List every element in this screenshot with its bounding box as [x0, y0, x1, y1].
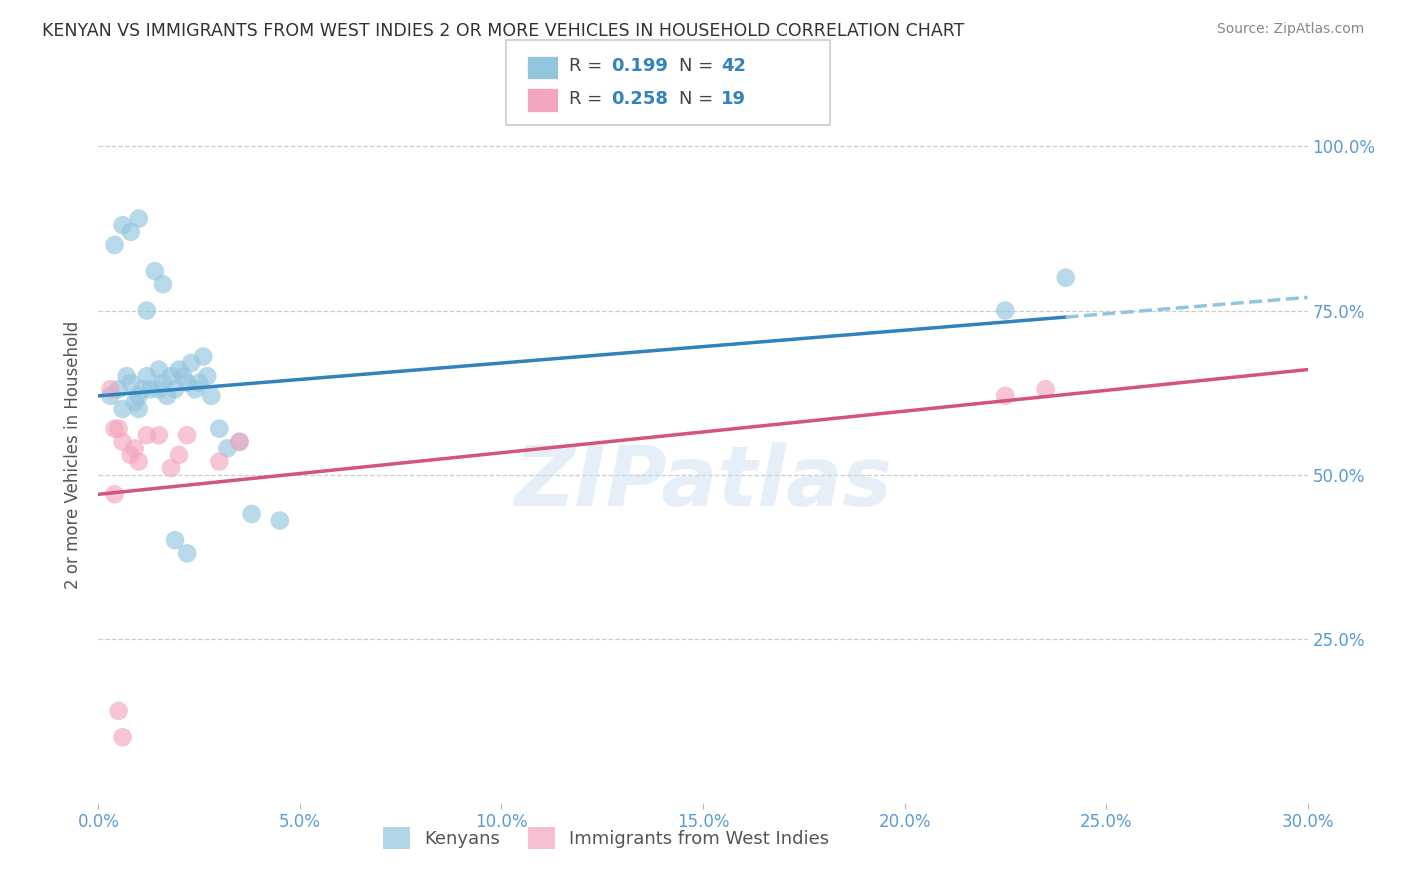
Text: N =: N = [679, 57, 718, 75]
Point [103, 238, 125, 252]
Text: R =: R = [569, 90, 609, 108]
Point [124, 395, 146, 409]
Point [180, 356, 202, 370]
Point [228, 434, 250, 449]
Point [1054, 270, 1077, 285]
Text: R =: R = [569, 57, 609, 75]
Point [176, 376, 198, 390]
Point [156, 389, 179, 403]
Point [200, 389, 222, 403]
Point [100, 389, 122, 403]
Point [100, 382, 122, 396]
Point [139, 382, 162, 396]
Text: 0.199: 0.199 [612, 57, 668, 75]
Point [208, 454, 231, 468]
Point [120, 448, 142, 462]
Point [152, 277, 174, 292]
Text: Source: ZipAtlas.com: Source: ZipAtlas.com [1216, 22, 1364, 37]
Text: 0.258: 0.258 [612, 90, 669, 108]
Legend: Kenyans, Immigrants from West Indies: Kenyans, Immigrants from West Indies [375, 820, 837, 856]
Point [115, 369, 138, 384]
Point [152, 376, 174, 390]
Point [135, 428, 157, 442]
Point [132, 382, 155, 396]
Point [148, 382, 170, 396]
Point [269, 514, 291, 528]
Point [111, 401, 134, 416]
Point [994, 389, 1017, 403]
Text: ZIPatlas: ZIPatlas [515, 442, 891, 524]
Point [217, 442, 239, 456]
Point [135, 303, 157, 318]
Point [124, 442, 146, 456]
Point [240, 507, 263, 521]
Y-axis label: 2 or more Vehicles in Household: 2 or more Vehicles in Household [65, 321, 83, 589]
Point [107, 422, 129, 436]
Point [167, 448, 190, 462]
Text: 42: 42 [721, 57, 747, 75]
Point [188, 376, 211, 390]
Point [148, 428, 170, 442]
Point [172, 369, 194, 384]
Point [111, 730, 134, 744]
Point [120, 376, 142, 390]
Point [128, 401, 150, 416]
Point [208, 422, 231, 436]
Point [143, 264, 166, 278]
Point [163, 382, 186, 396]
Point [167, 362, 190, 376]
Point [111, 434, 134, 449]
Point [103, 487, 125, 501]
Point [160, 461, 183, 475]
Point [160, 369, 183, 384]
Point [1035, 382, 1057, 396]
Point [193, 350, 215, 364]
Point [128, 454, 150, 468]
Point [111, 218, 134, 232]
Point [184, 382, 207, 396]
Point [994, 303, 1017, 318]
Point [228, 434, 250, 449]
Point [107, 382, 129, 396]
Point [128, 211, 150, 226]
Point [135, 369, 157, 384]
Point [195, 369, 218, 384]
Text: N =: N = [679, 90, 718, 108]
Point [148, 362, 170, 376]
Point [107, 704, 129, 718]
Point [176, 546, 198, 560]
Point [128, 389, 150, 403]
Point [120, 225, 142, 239]
Point [163, 533, 186, 548]
Point [103, 422, 125, 436]
Text: KENYAN VS IMMIGRANTS FROM WEST INDIES 2 OR MORE VEHICLES IN HOUSEHOLD CORRELATIO: KENYAN VS IMMIGRANTS FROM WEST INDIES 2 … [42, 22, 965, 40]
Text: 19: 19 [721, 90, 747, 108]
Point [176, 428, 198, 442]
